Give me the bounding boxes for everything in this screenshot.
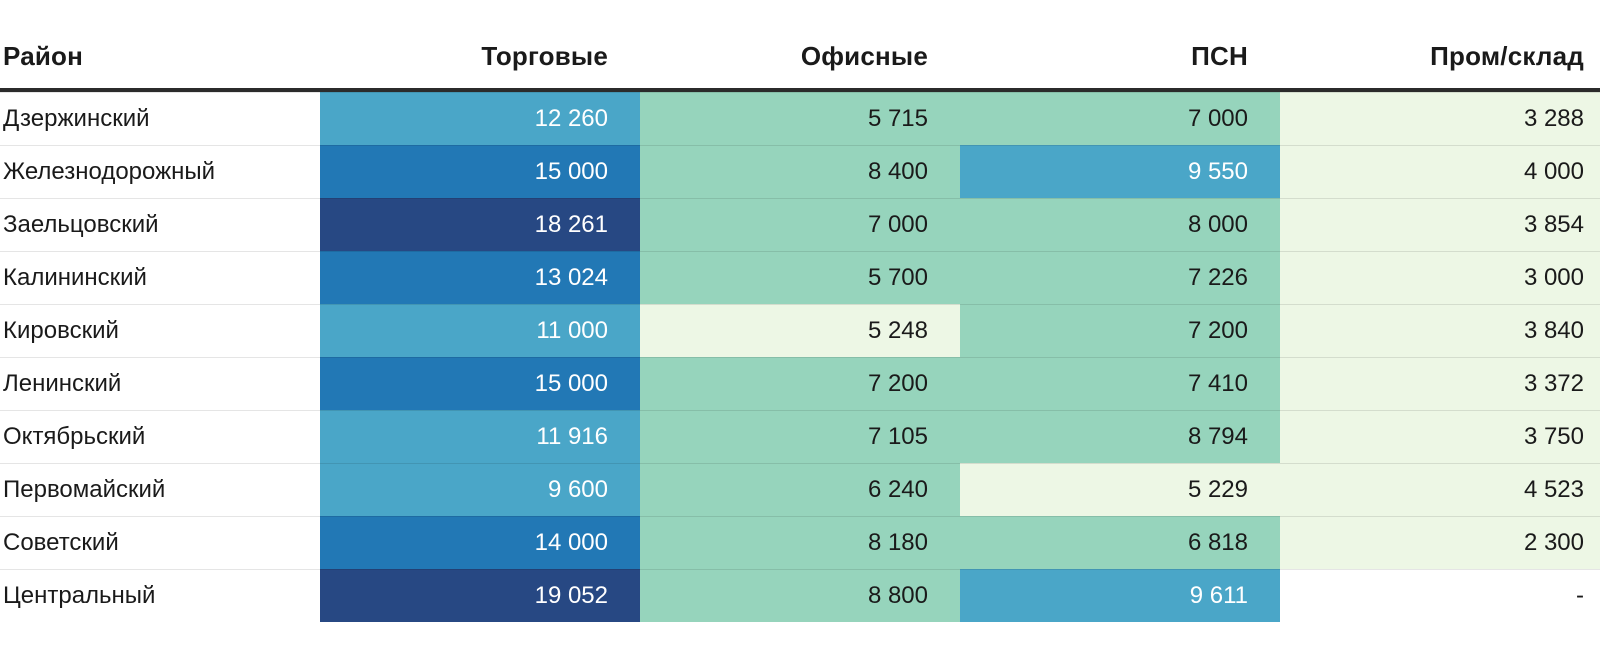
district-name: Октябрьский: [0, 410, 320, 463]
industrial-cell: 3 840: [1280, 304, 1600, 357]
office-cell: 8 180: [640, 516, 960, 569]
office-cell: 5 248: [640, 304, 960, 357]
industrial-cell: 3 288: [1280, 92, 1600, 145]
district-name: Центральный: [0, 569, 320, 622]
column-header-retail: Торговые: [481, 41, 608, 71]
table-row: Железнодорожный 15 000 8 400 9 550 4 000: [0, 145, 1600, 198]
district-name: Первомайский: [0, 463, 320, 516]
district-name: Заельцовский: [0, 198, 320, 251]
psn-cell: 9 611: [960, 569, 1280, 622]
retail-cell: 14 000: [320, 516, 640, 569]
district-name: Дзержинский: [0, 92, 320, 145]
industrial-cell: 3 000: [1280, 251, 1600, 304]
psn-cell: 8 000: [960, 198, 1280, 251]
table-row: Кировский 11 000 5 248 7 200 3 840: [0, 304, 1600, 357]
table-row: Советский 14 000 8 180 6 818 2 300: [0, 516, 1600, 569]
retail-cell: 11 916: [320, 410, 640, 463]
industrial-cell: 3 854: [1280, 198, 1600, 251]
column-header-psn: ПСН: [1191, 41, 1248, 71]
office-cell: 7 200: [640, 357, 960, 410]
table-row: Центральный 19 052 8 800 9 611 -: [0, 569, 1600, 622]
psn-cell: 7 200: [960, 304, 1280, 357]
column-header-industrial: Пром/склад: [1430, 41, 1584, 71]
retail-cell: 11 000: [320, 304, 640, 357]
psn-cell: 7 000: [960, 92, 1280, 145]
office-cell: 8 400: [640, 145, 960, 198]
retail-cell: 12 260: [320, 92, 640, 145]
district-name: Калининский: [0, 251, 320, 304]
district-name: Советский: [0, 516, 320, 569]
industrial-cell: 4 000: [1280, 145, 1600, 198]
table-row: Октябрьский 11 916 7 105 8 794 3 750: [0, 410, 1600, 463]
retail-cell: 9 600: [320, 463, 640, 516]
district-name: Ленинский: [0, 357, 320, 410]
column-header-district: Район: [3, 41, 84, 71]
psn-cell: 9 550: [960, 145, 1280, 198]
table-row: Ленинский 15 000 7 200 7 410 3 372: [0, 357, 1600, 410]
table-row: Заельцовский 18 261 7 000 8 000 3 854: [0, 198, 1600, 251]
office-cell: 8 800: [640, 569, 960, 622]
psn-cell: 8 794: [960, 410, 1280, 463]
office-cell: 6 240: [640, 463, 960, 516]
industrial-cell: -: [1280, 569, 1600, 622]
industrial-cell: 4 523: [1280, 463, 1600, 516]
industrial-cell: 3 372: [1280, 357, 1600, 410]
office-cell: 5 700: [640, 251, 960, 304]
table-row: Дзержинский 12 260 5 715 7 000 3 288: [0, 92, 1600, 145]
retail-cell: 15 000: [320, 357, 640, 410]
psn-cell: 7 226: [960, 251, 1280, 304]
psn-cell: 7 410: [960, 357, 1280, 410]
retail-cell: 18 261: [320, 198, 640, 251]
retail-cell: 15 000: [320, 145, 640, 198]
column-header-office: Офисные: [800, 41, 928, 71]
retail-cell: 19 052: [320, 569, 640, 622]
district-name: Железнодорожный: [0, 145, 320, 198]
psn-cell: 6 818: [960, 516, 1280, 569]
table-row: Калининский 13 024 5 700 7 226 3 000: [0, 251, 1600, 304]
office-cell: 7 105: [640, 410, 960, 463]
table-row: Первомайский 9 600 6 240 5 229 4 523: [0, 463, 1600, 516]
industrial-cell: 3 750: [1280, 410, 1600, 463]
table-header-row: Район Торговые Офисные ПСН Пром/склад: [0, 0, 1600, 92]
psn-cell: 5 229: [960, 463, 1280, 516]
office-cell: 5 715: [640, 92, 960, 145]
industrial-cell: 2 300: [1280, 516, 1600, 569]
retail-cell: 13 024: [320, 251, 640, 304]
office-cell: 7 000: [640, 198, 960, 251]
district-name: Кировский: [0, 304, 320, 357]
